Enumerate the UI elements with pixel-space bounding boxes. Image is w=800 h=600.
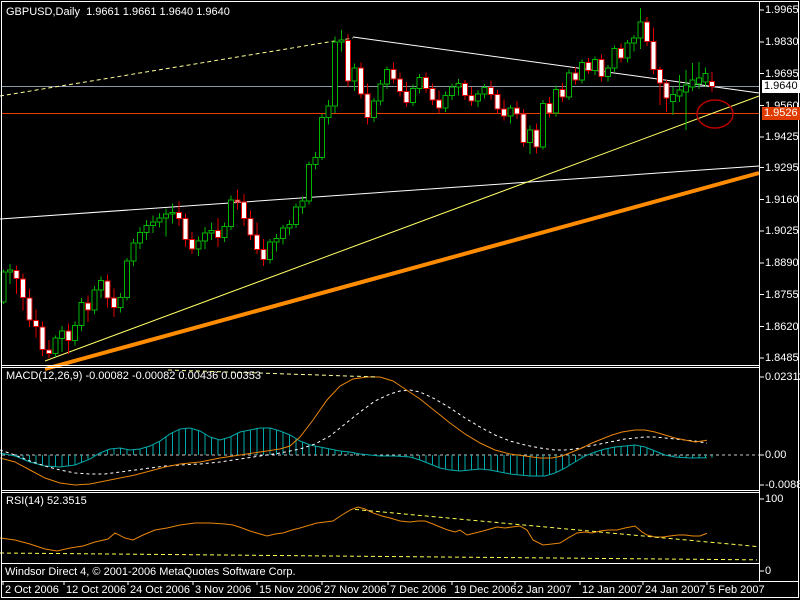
orange-channel-support — [44, 171, 760, 371]
price-axis-label: 1.9025 — [765, 225, 799, 237]
price-axis-label: 1.8620 — [765, 320, 799, 333]
ohlc-values: 1.9661 1.9661 1.9640 1.9640 — [86, 6, 230, 18]
macd-histogram — [3, 427, 713, 477]
macd-smoothed-line — [0, 376, 708, 486]
date-axis-label: 27 Nov 2006 — [324, 584, 387, 596]
price-axis-label: 1.8890 — [765, 257, 799, 269]
macd-main-line — [0, 427, 708, 477]
date-axis-label: 5 Feb 2007 — [709, 584, 765, 596]
price-axis-label: 1.8485 — [765, 352, 799, 364]
price-axis-label: 1.9295 — [765, 161, 799, 174]
indicator-axis-label: 100 — [765, 493, 784, 505]
steep-rising-support — [44, 95, 760, 362]
long-rising-support — [0, 165, 760, 220]
alert-price-box: 1.9526 — [762, 107, 800, 120]
indicator-axis-label: 0 — [765, 565, 772, 577]
candles-layer — [0, 8, 715, 358]
macd-indicator-label: MACD(12,26,9) -0.00082 -0.00082 0.00436 … — [6, 370, 262, 382]
rsi-trendline-1 — [354, 508, 758, 548]
date-axis-label: 12 Oct 2006 — [66, 584, 126, 596]
current-price-box: 1.9640 — [762, 80, 800, 93]
alert-ellipse — [696, 99, 734, 129]
rsi-line — [0, 506, 708, 552]
date-axis-label: 2 Oct 2006 — [5, 584, 59, 596]
copyright-text: Windsor Direct 4, © 2001-2006 MetaQuotes… — [5, 566, 296, 578]
indicator-axis-label: -0.00887 — [765, 479, 800, 491]
date-axis-label: 12 Jan 2007 — [582, 584, 643, 596]
quote-header: GBPUSD,Daily 1.9661 1.9661 1.9640 1.9640 — [6, 6, 230, 19]
price-axis-label: 1.9965 — [765, 4, 799, 16]
price-axis-label: 1.9695 — [765, 67, 799, 80]
descending-resistance — [352, 36, 760, 94]
macd-trendline — [167, 369, 379, 378]
symbol-period-label: GBPUSD,Daily — [6, 6, 80, 18]
price-axis-label: 1.9160 — [765, 193, 799, 206]
indicator-axis-label: 0.00 — [765, 449, 787, 461]
price-axis-label: 1.8755 — [765, 288, 799, 301]
rsi-indicator-label: RSI(14) 52.3515 — [6, 495, 87, 507]
date-axis-label: 3 Nov 2006 — [195, 584, 252, 596]
rsi-trendline-2 — [0, 552, 758, 561]
date-axis-label: 24 Jan 2007 — [645, 584, 706, 596]
date-axis-label: 15 Nov 2006 — [259, 584, 322, 596]
date-axis-label: 2 Jan 2007 — [517, 584, 572, 596]
price-axis-label: 1.9425 — [765, 131, 799, 143]
date-axis-label: 24 Oct 2006 — [130, 584, 190, 596]
date-axis-label: 19 Dec 2006 — [454, 584, 517, 596]
rising-dashed-resistance — [0, 37, 354, 97]
price-axis-label: 1.9830 — [765, 36, 799, 48]
macd-signal-line — [0, 389, 708, 475]
indicator-axis-label: 0.02312 — [765, 371, 800, 383]
date-axis-label: 7 Dec 2006 — [390, 584, 447, 596]
